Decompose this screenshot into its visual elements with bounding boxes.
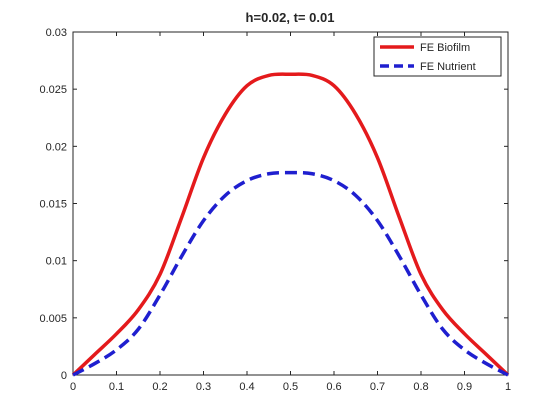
y-tick-label: 0.015	[39, 199, 67, 211]
legend-box	[373, 36, 502, 77]
plot-area	[72, 31, 509, 376]
x-tick-label: 0.8	[413, 381, 428, 393]
x-tick-label: 0.5	[283, 381, 298, 393]
x-tick-label: 0.6	[326, 381, 341, 393]
x-axis: 0 0.1 0.2 0.3 0.4 0.5 0.6 0.7 0.8 0.9 1	[70, 32, 511, 393]
x-tick-label: 0.9	[457, 381, 472, 393]
y-tick-label: 0.02	[46, 141, 67, 153]
x-tick-label: 0.1	[109, 381, 124, 393]
y-tick-label: 0.03	[46, 27, 67, 39]
series-line-fe-nutrient	[72, 170, 509, 377]
legend-label-fe-biofilm: FE Biofilm	[420, 42, 470, 54]
x-tick-label: 0.7	[370, 381, 385, 393]
x-tick-label: 1	[505, 381, 511, 393]
y-tick-label: 0.005	[39, 313, 67, 325]
chart-title: h=0.02, t= 0.01	[246, 10, 335, 25]
x-tick-label: 0	[70, 381, 76, 393]
series-line-fe-biofilm	[71, 72, 510, 377]
x-tick-label: 0.2	[152, 381, 167, 393]
y-tick-label: 0	[61, 370, 67, 382]
axes-box	[72, 31, 509, 376]
series-layer	[71, 72, 510, 377]
x-tick-label: 0.4	[239, 381, 254, 393]
legend-label-fe-nutrient: FE Nutrient	[420, 61, 476, 73]
y-axis: 0 0.005 0.01 0.015 0.02 0.025 0.03	[39, 27, 508, 382]
y-tick-label: 0.025	[39, 84, 67, 96]
legend: FE Biofilm FE Nutrient	[373, 36, 502, 77]
x-tick-label: 0.3	[196, 381, 211, 393]
y-tick-label: 0.01	[46, 256, 67, 268]
